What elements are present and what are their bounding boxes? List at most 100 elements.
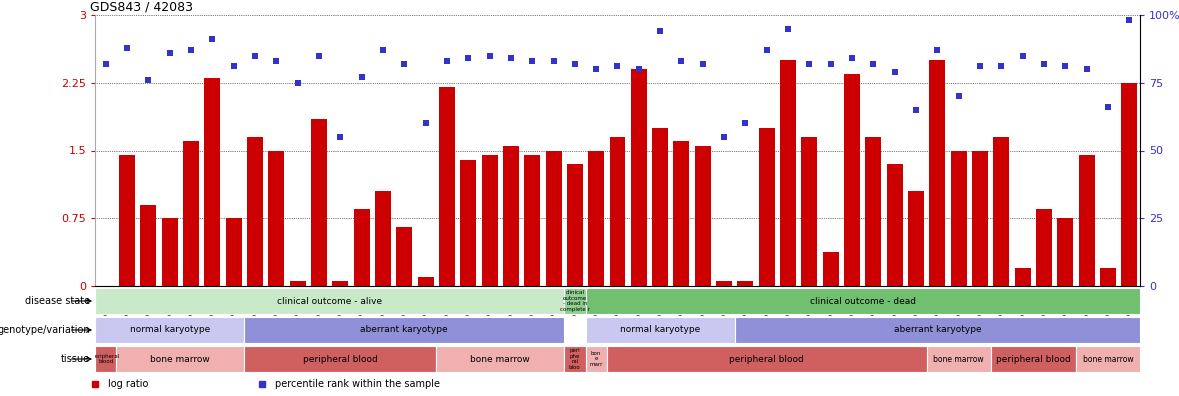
Bar: [652, 128, 668, 286]
Bar: [140, 205, 157, 286]
Text: disease state: disease state: [25, 296, 90, 306]
Point: [182, 47, 200, 53]
Point: [437, 58, 456, 64]
Text: bon
e
marr: bon e marr: [590, 351, 602, 367]
Text: peripheral blood: peripheral blood: [730, 354, 804, 364]
Point: [864, 61, 883, 67]
Text: aberrant karyotype: aberrant karyotype: [361, 326, 448, 335]
Bar: [610, 137, 626, 286]
Text: genotype/variation: genotype/variation: [0, 325, 90, 335]
Text: peri
phe
ral
bloo: peri phe ral bloo: [569, 348, 581, 370]
Point: [693, 61, 712, 67]
Bar: [802, 137, 817, 286]
Point: [843, 55, 862, 61]
Point: [331, 134, 350, 140]
Bar: [586, 287, 1140, 314]
Point: [1099, 104, 1118, 110]
Point: [1013, 53, 1032, 59]
Point: [1120, 17, 1139, 24]
Point: [907, 107, 926, 113]
Bar: [375, 191, 391, 286]
Point: [608, 63, 627, 70]
Point: [630, 66, 648, 72]
Point: [288, 80, 307, 86]
Point: [203, 36, 222, 42]
Bar: [759, 128, 775, 286]
Bar: [439, 87, 455, 286]
Bar: [673, 141, 690, 286]
Text: peripheral
blood: peripheral blood: [92, 354, 120, 364]
Point: [757, 47, 776, 53]
Bar: [1100, 268, 1117, 286]
Point: [651, 28, 670, 34]
Text: peripheral blood: peripheral blood: [303, 354, 377, 364]
Text: bone marrow: bone marrow: [151, 354, 210, 364]
Point: [778, 25, 797, 32]
Text: clinical
outcome
- dead in
complete r: clinical outcome - dead in complete r: [560, 290, 590, 312]
Point: [587, 66, 606, 72]
Bar: [1076, 346, 1140, 373]
Point: [928, 47, 947, 53]
Point: [160, 50, 179, 56]
Point: [139, 77, 158, 83]
Point: [416, 120, 435, 127]
Point: [245, 53, 264, 59]
Bar: [481, 155, 498, 286]
Point: [480, 53, 499, 59]
Point: [714, 134, 733, 140]
Bar: [990, 346, 1076, 373]
Point: [822, 61, 841, 67]
Point: [672, 58, 691, 64]
Point: [395, 61, 414, 67]
Point: [801, 61, 819, 67]
Bar: [607, 346, 927, 373]
Bar: [244, 346, 436, 373]
Text: normal karyotype: normal karyotype: [620, 326, 700, 335]
Point: [501, 55, 520, 61]
Bar: [1121, 83, 1138, 286]
Bar: [565, 346, 586, 373]
Bar: [631, 69, 647, 286]
Point: [310, 53, 329, 59]
Text: clinical outcome - dead: clinical outcome - dead: [810, 297, 916, 305]
Point: [97, 61, 116, 67]
Bar: [246, 137, 263, 286]
Point: [1035, 61, 1054, 67]
Bar: [586, 346, 607, 373]
Bar: [927, 346, 990, 373]
Bar: [525, 155, 540, 286]
Bar: [1036, 209, 1052, 286]
Bar: [694, 146, 711, 286]
Bar: [183, 141, 199, 286]
Bar: [95, 287, 565, 314]
Bar: [994, 137, 1009, 286]
Bar: [823, 252, 838, 286]
Point: [544, 58, 562, 64]
Bar: [225, 218, 242, 286]
Bar: [567, 164, 582, 286]
Bar: [950, 150, 967, 286]
Point: [522, 58, 541, 64]
Bar: [503, 146, 519, 286]
Text: log ratio: log ratio: [107, 379, 147, 389]
Point: [459, 55, 477, 61]
Bar: [716, 282, 732, 286]
Bar: [269, 150, 284, 286]
Bar: [865, 137, 882, 286]
Bar: [332, 282, 348, 286]
Point: [1056, 63, 1075, 70]
Point: [736, 120, 755, 127]
Bar: [737, 282, 753, 286]
Bar: [735, 316, 1140, 343]
Bar: [396, 227, 413, 286]
Bar: [436, 346, 565, 373]
Text: GDS843 / 42083: GDS843 / 42083: [90, 1, 193, 14]
Text: peripheral blood: peripheral blood: [996, 354, 1071, 364]
Text: bone marrow: bone marrow: [934, 354, 984, 364]
Bar: [929, 60, 946, 286]
Bar: [119, 155, 134, 286]
Text: tissue: tissue: [60, 354, 90, 364]
Point: [353, 74, 371, 80]
Bar: [1058, 218, 1073, 286]
Bar: [546, 150, 561, 286]
